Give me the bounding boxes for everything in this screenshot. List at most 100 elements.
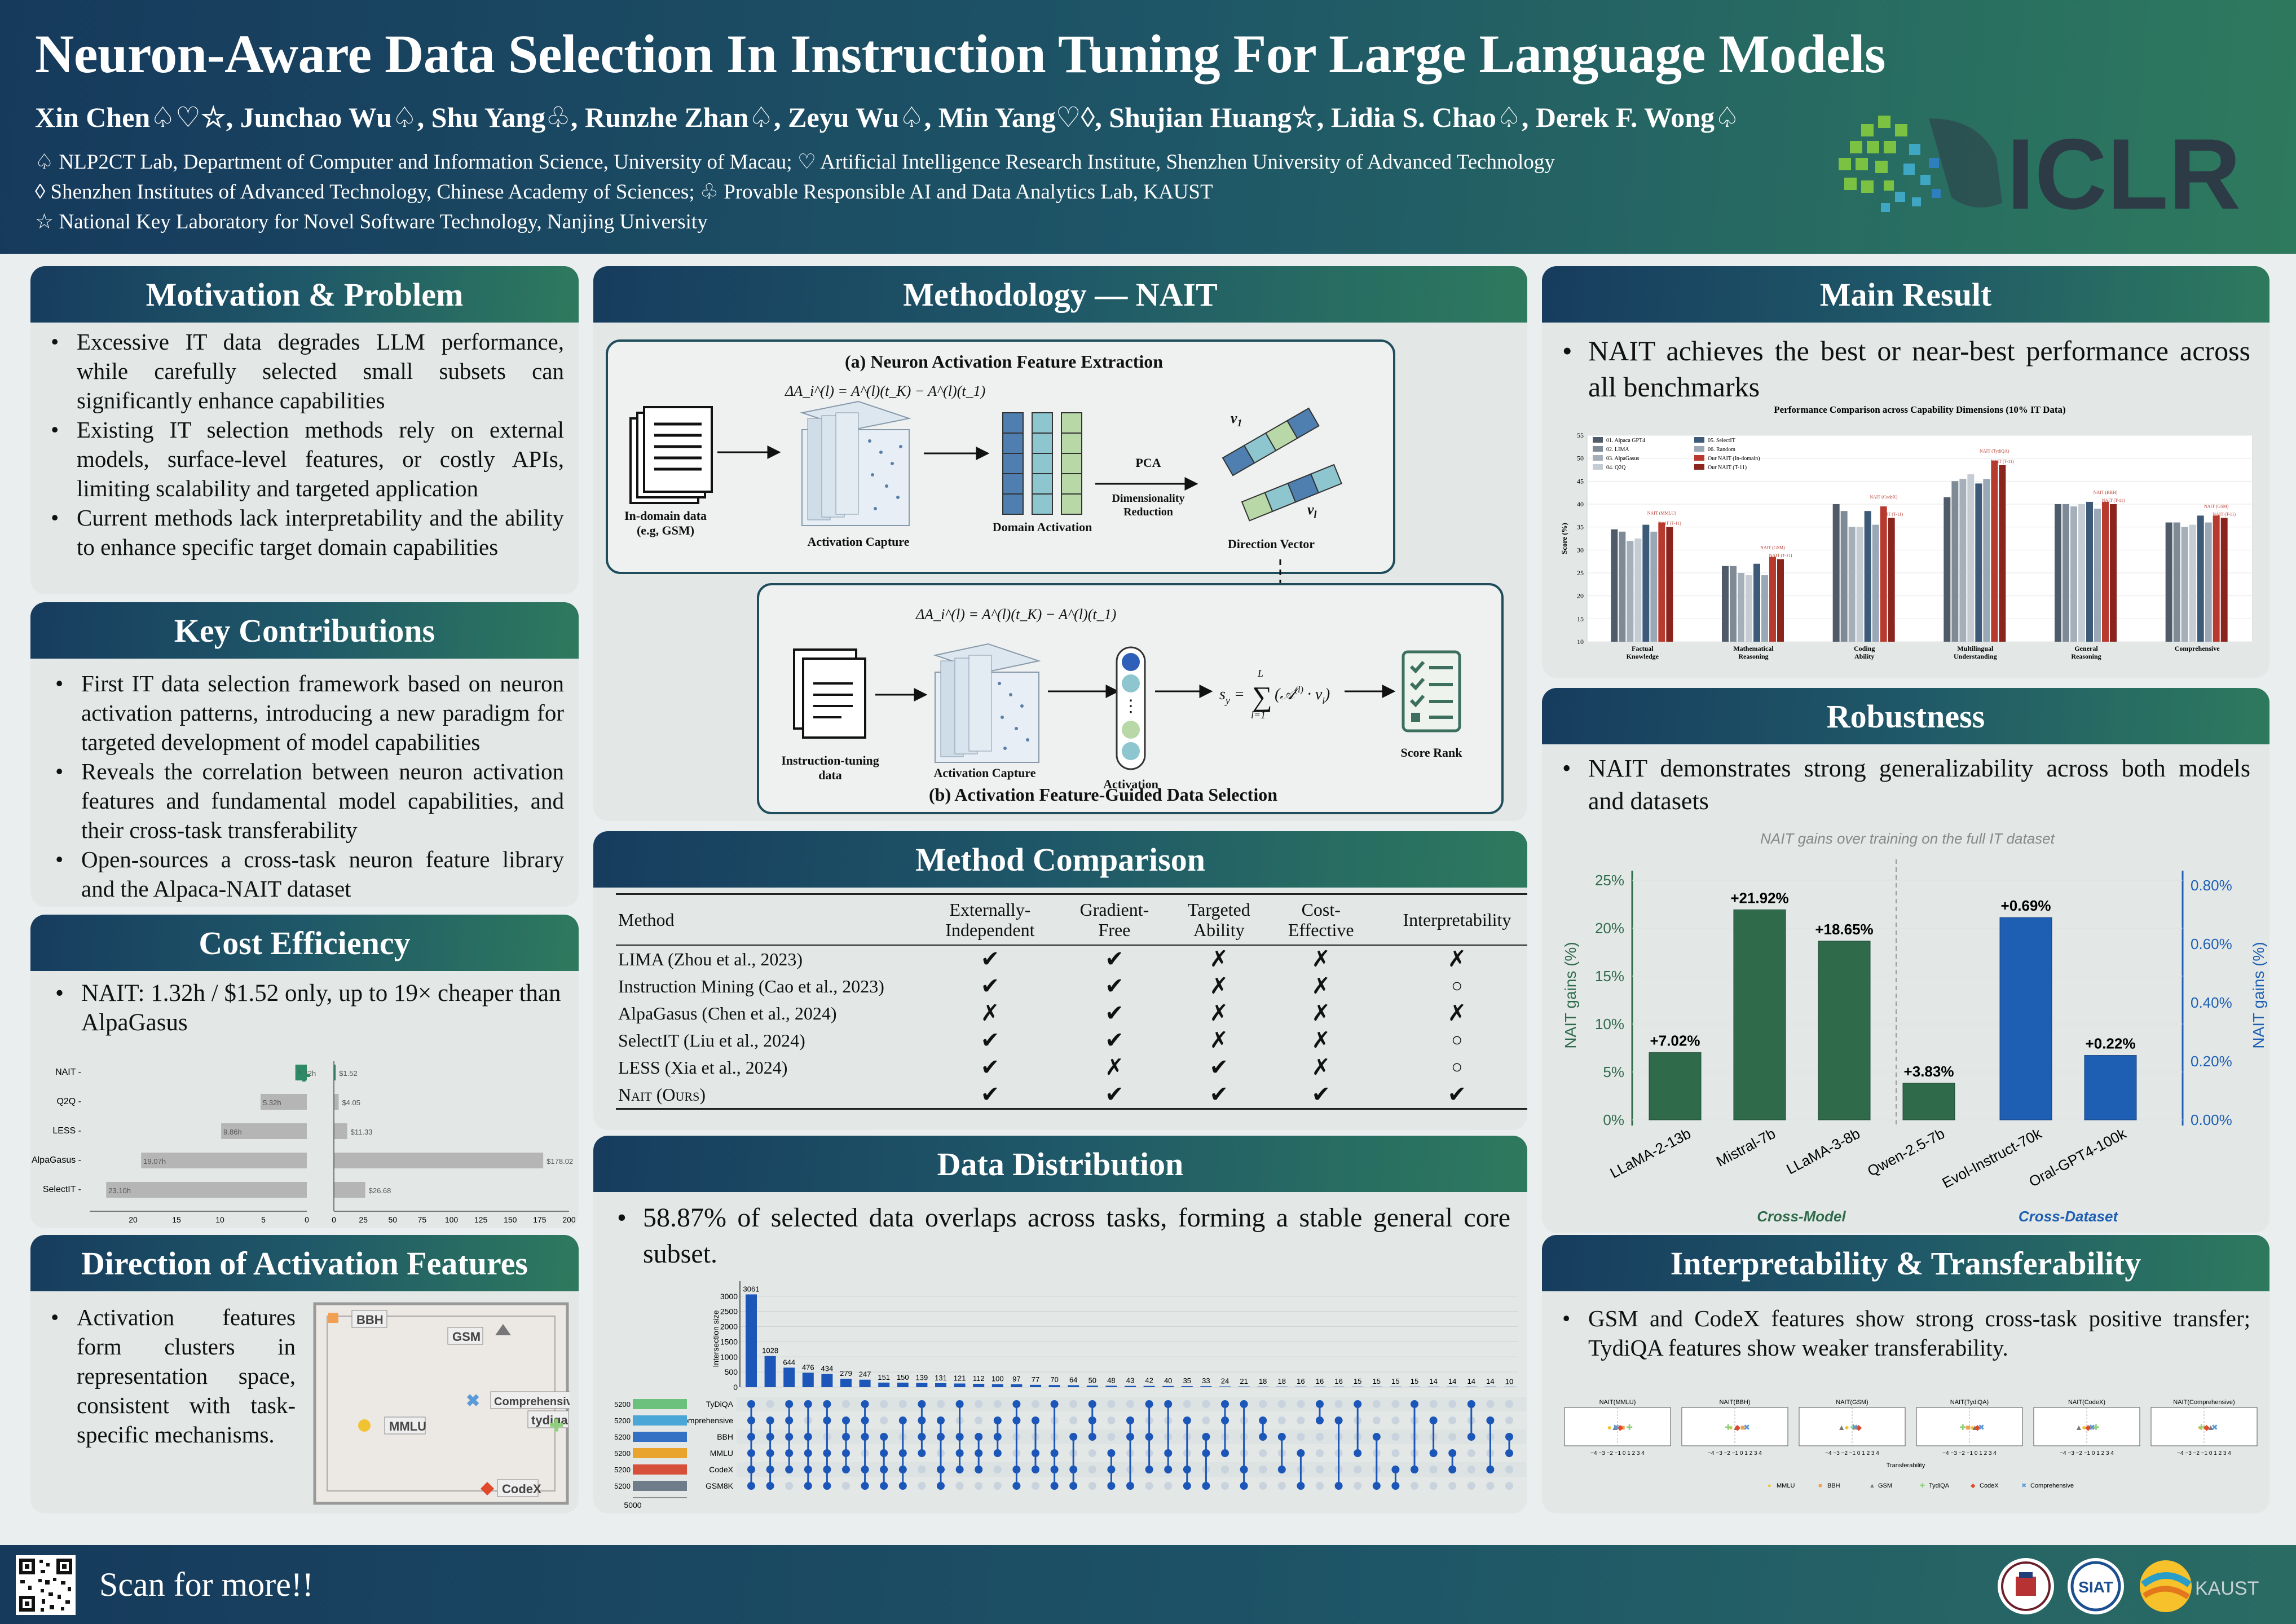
motivation-item: Excessive IT data degrades LLM performan… — [38, 327, 564, 415]
set-label: CodeX — [709, 1465, 733, 1474]
intersection-bar-label: 15 — [1411, 1377, 1418, 1385]
matrix-dot — [1505, 1466, 1513, 1473]
intersection-bar-label: 100 — [991, 1375, 1004, 1383]
matrix-dot — [955, 1482, 964, 1490]
intersection-bar — [954, 1383, 966, 1387]
table-cell: ✗ — [1209, 946, 1229, 972]
table-cell: ✔ — [1059, 1081, 1169, 1110]
upset-ylabel: Intersection size — [711, 1310, 720, 1367]
activation-cube-icon-b — [933, 643, 1041, 763]
university-macau-logo-icon — [1998, 1558, 2054, 1614]
matrix-dot — [993, 1482, 1002, 1490]
intersection-bar-label: 14 — [1429, 1377, 1437, 1385]
matrix-dot — [1505, 1416, 1513, 1424]
label-instruction-data: Instruction-tuning — [781, 753, 879, 767]
panel-cost-efficiency: Cost Efficiency NAIT: 1.32h / $1.52 only… — [30, 915, 579, 1228]
intersection-bar — [1086, 1385, 1098, 1387]
upset-ytick: 2500 — [720, 1307, 738, 1316]
robust-ytick-left: 25% — [1595, 872, 1624, 889]
matrix-dot — [1486, 1400, 1495, 1408]
main-bar — [1666, 527, 1673, 642]
interp-legend-label: TydiQA — [1929, 1482, 1950, 1489]
interp-marker: ● — [1607, 1424, 1612, 1432]
instruction-doc-icon — [793, 648, 866, 739]
interp-legend-label: BBH — [1827, 1482, 1840, 1489]
main-annotation: NAIT (CodeX) — [1870, 495, 1897, 500]
interp-marker: ✚ — [1626, 1424, 1633, 1432]
time-bar — [106, 1182, 307, 1198]
main-result-chart: Performance Comparison across Capability… — [1560, 404, 2253, 660]
intersection-bar — [1125, 1385, 1136, 1387]
panel-title-distribution: Data Distribution — [593, 1136, 1527, 1192]
matrix-dot — [975, 1400, 983, 1408]
main-bar — [2094, 509, 2101, 642]
intersection-bar — [991, 1384, 1003, 1387]
cost-bar — [334, 1182, 365, 1198]
main-ytick: 55 — [1577, 431, 1584, 439]
nait-highlight-icon: ✚ — [297, 1067, 311, 1085]
cost-bar — [334, 1153, 544, 1168]
mmlu-marker-icon — [358, 1419, 371, 1432]
matrix-dot — [1391, 1449, 1400, 1457]
table-cell: ✔ — [1373, 1081, 1527, 1110]
label-dim-reduction: Dimensionality — [1112, 492, 1185, 505]
panel-title-direction: Direction of Activation Features — [30, 1235, 579, 1291]
robust-ytick-right: 0.60% — [2191, 935, 2232, 952]
time-bar-label: 19.07h — [143, 1157, 166, 1166]
label-gsm: GSM — [452, 1330, 481, 1344]
interp-subplot-title: NAIT(TydiQA) — [1950, 1399, 1989, 1406]
main-bar — [1777, 559, 1784, 642]
intersection-bar — [802, 1373, 814, 1387]
poster-footer: Scan for more!! SIAT KAUST — [0, 1545, 2296, 1624]
main-bar — [1840, 511, 1848, 642]
matrix-dot — [1448, 1416, 1457, 1424]
intersection-bar-label: 644 — [783, 1358, 795, 1366]
matrix-dot — [1467, 1482, 1475, 1490]
main-result-list: NAIT achieves the best or near-best perf… — [1550, 333, 2250, 405]
main-legend-label: 06. Random — [1708, 447, 1735, 453]
intersection-bar-label: 77 — [1032, 1375, 1039, 1384]
main-bar — [1722, 566, 1729, 642]
matrix-dot — [1297, 1433, 1305, 1441]
matrix-dot — [1297, 1400, 1305, 1408]
intersection-bar — [1143, 1385, 1155, 1387]
intersection-bar — [897, 1382, 909, 1387]
table-cell: ✔ — [980, 946, 1000, 972]
main-bar — [1999, 465, 2006, 642]
robust-ylabel-left: NAIT gains (%) — [1562, 942, 1579, 1048]
main-ytick: 45 — [1577, 477, 1584, 485]
cost-bar-label: $26.68 — [369, 1186, 391, 1195]
cost-tick: 25 — [359, 1215, 368, 1224]
set-size-label: 5200 — [614, 1449, 631, 1458]
intersection-bar-label: 247 — [859, 1370, 871, 1379]
cross-model-bar — [1818, 941, 1871, 1120]
panel-title-methodology: Methodology — NAIT — [593, 266, 1527, 323]
matrix-dot — [1297, 1416, 1305, 1424]
matrix-dot — [1259, 1449, 1267, 1457]
main-category-label: Multilingual — [1957, 645, 1994, 652]
cost-category-label: LESS - — [52, 1126, 81, 1136]
main-bar — [1991, 460, 1998, 642]
main-legend-swatch — [1694, 437, 1704, 443]
cost-tick: 200 — [562, 1215, 576, 1224]
time-bar-label: 5.32h — [263, 1098, 281, 1107]
main-bar — [1880, 506, 1887, 642]
distribution-list: 58.87% of selected data overlaps across … — [605, 1200, 1510, 1272]
label-activation: Activation — [1103, 777, 1158, 791]
interp-legend-marker: ■ — [1818, 1482, 1822, 1489]
interp-legend-marker: ✖ — [2021, 1482, 2026, 1489]
matrix-dot — [1448, 1400, 1457, 1408]
cost-category-label: SelectIT - — [43, 1185, 81, 1194]
table-cell: ○ — [1451, 1030, 1463, 1051]
iclr-logo-text: ICLR — [2007, 118, 2241, 230]
main-annotation: NAIT (T-11) — [1880, 511, 1903, 517]
set-size-bar — [633, 1415, 687, 1426]
table-cell: ○ — [1451, 976, 1463, 996]
cross-model-bar — [1902, 1083, 1955, 1120]
affiliation-line-3: ☆ National Key Laboratory for Novel Soft… — [35, 210, 708, 233]
time-tick: 0 — [305, 1215, 309, 1224]
matrix-dot — [1145, 1482, 1153, 1490]
qr-code-icon[interactable] — [16, 1555, 76, 1615]
label-activation-capture-b: Activation Capture — [933, 766, 1035, 780]
interp-marker: ● — [1969, 1424, 1974, 1432]
